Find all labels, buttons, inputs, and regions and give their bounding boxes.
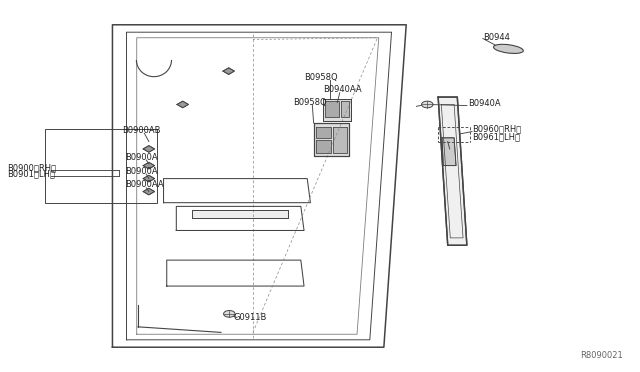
Text: B0944: B0944 [483, 32, 509, 42]
Text: B0900A: B0900A [125, 153, 158, 161]
Text: B0940AA: B0940AA [323, 85, 362, 94]
Text: B0900A: B0900A [125, 167, 158, 176]
Polygon shape [442, 138, 456, 166]
Text: B0901〈LH〉: B0901〈LH〉 [7, 170, 55, 179]
Text: B0960〈RH〉: B0960〈RH〉 [472, 125, 521, 134]
Polygon shape [325, 101, 339, 118]
Polygon shape [333, 127, 347, 153]
Text: B0900AB: B0900AB [122, 126, 161, 135]
Polygon shape [143, 175, 155, 182]
Text: B0900〈RH〉: B0900〈RH〉 [7, 163, 56, 172]
Circle shape [223, 311, 235, 317]
Text: B0940A: B0940A [468, 99, 500, 108]
Polygon shape [143, 162, 155, 169]
Text: B0900AA: B0900AA [125, 180, 164, 189]
Polygon shape [323, 99, 351, 121]
Text: R8090021: R8090021 [580, 351, 623, 360]
Polygon shape [341, 101, 349, 118]
Polygon shape [192, 210, 288, 218]
Bar [45, 129, 157, 203]
Polygon shape [223, 68, 234, 74]
Text: B0958Q: B0958Q [304, 73, 338, 82]
Polygon shape [143, 188, 155, 195]
Polygon shape [438, 97, 467, 245]
Polygon shape [314, 123, 349, 156]
Polygon shape [316, 127, 332, 138]
Text: B0961〈LH〉: B0961〈LH〉 [472, 132, 520, 142]
Circle shape [422, 101, 433, 108]
Text: B0958Q: B0958Q [293, 98, 327, 107]
Polygon shape [143, 145, 155, 152]
Text: G0911B: G0911B [234, 313, 267, 322]
Ellipse shape [493, 44, 524, 54]
Polygon shape [177, 101, 188, 108]
Polygon shape [316, 140, 332, 153]
